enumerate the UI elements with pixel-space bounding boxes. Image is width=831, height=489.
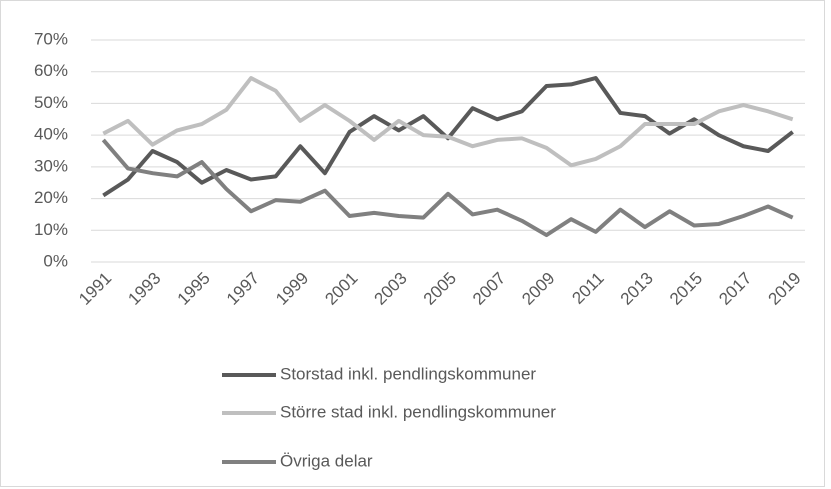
y-tick-label: 60% [34,61,68,80]
y-tick-label: 20% [34,188,68,207]
y-tick-label: 0% [43,251,68,270]
legend-label: Övriga delar [280,451,373,470]
y-tick-label: 70% [34,29,68,48]
y-tick-label: 10% [34,220,68,239]
y-tick-label: 40% [34,125,68,144]
legend-label: Storstad inkl. pendlingskommuner [280,364,536,383]
y-tick-label: 50% [34,93,68,112]
y-tick-label: 30% [34,156,68,175]
legend-label: Större stad inkl. pendlingskommuner [280,402,556,421]
series-line [102,76,794,168]
series-line [101,138,794,238]
